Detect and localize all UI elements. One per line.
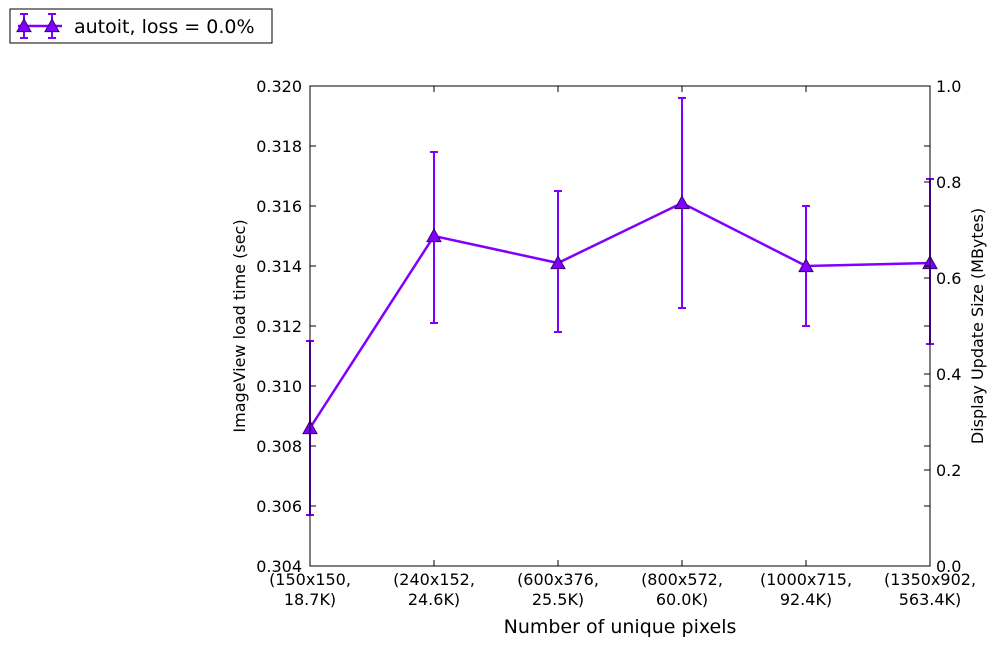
y2-tick-label: 0.2 — [936, 461, 961, 480]
y-tick-label: 0.308 — [256, 437, 302, 456]
y-tick-label: 0.310 — [256, 377, 302, 396]
y2-tick-label: 0.6 — [936, 269, 961, 288]
data-point — [674, 194, 690, 210]
x-tick-label: (1350x902, — [884, 570, 976, 589]
y-tick-label: 0.312 — [256, 317, 302, 336]
data-point — [798, 257, 814, 273]
y-tick-label: 0.314 — [256, 257, 302, 276]
data-point — [550, 254, 566, 270]
y-axis-label: ImageView load time (sec) — [230, 219, 249, 432]
x-tick-label: 25.5K) — [532, 590, 584, 609]
legend-marker — [16, 17, 32, 33]
y-tick-label: 0.320 — [256, 77, 302, 96]
x-tick-label: (240x152, — [393, 570, 475, 589]
y2-tick-label: 0.0 — [936, 557, 961, 576]
legend-entry: autoit, loss = 0.0% — [74, 16, 255, 38]
y-axis-right: 0.0 0.2 0.4 0.6 0.8 1.0 — [924, 77, 961, 576]
y2-tick-label: 1.0 — [936, 77, 961, 96]
legend-marker — [44, 17, 60, 33]
x-tick-label: 24.6K) — [408, 590, 460, 609]
legend: autoit, loss = 0.0% — [9, 8, 273, 44]
legend-swatch — [16, 13, 62, 39]
x-tick-label: (150x150, — [269, 570, 351, 589]
series-line — [308, 201, 931, 429]
x-tick-label: 18.7K) — [284, 590, 336, 609]
x-axis-label: Number of unique pixels — [504, 616, 737, 638]
x-tick-label: (1000x715, — [760, 570, 852, 589]
plot-layer — [302, 97, 938, 516]
x-axis: (150x150,18.7K) (240x152,24.6K) (600x376,2… — [269, 86, 976, 609]
y2-tick-label: 0.4 — [936, 365, 961, 384]
y-tick-label: 0.304 — [256, 557, 302, 576]
x-tick-label: (800x572, — [641, 570, 723, 589]
y-tick-label: 0.306 — [256, 497, 302, 516]
plot-frame — [309, 85, 931, 567]
data-point — [426, 227, 442, 243]
y-tick-label: 0.316 — [256, 197, 302, 216]
x-tick-label: 60.0K) — [656, 590, 708, 609]
y-tick-label: 0.318 — [256, 137, 302, 156]
y2-axis-label: Display Update Size (MBytes) — [968, 208, 987, 444]
y2-tick-label: 0.8 — [936, 173, 961, 192]
x-tick-label: (600x376, — [517, 570, 599, 589]
x-tick-label: 92.4K) — [780, 590, 832, 609]
x-tick-label: 563.4K) — [899, 590, 962, 609]
y-axis-left: 0.304 0.306 0.308 0.310 0.312 0.314 0.316 0.318… — [256, 77, 930, 576]
